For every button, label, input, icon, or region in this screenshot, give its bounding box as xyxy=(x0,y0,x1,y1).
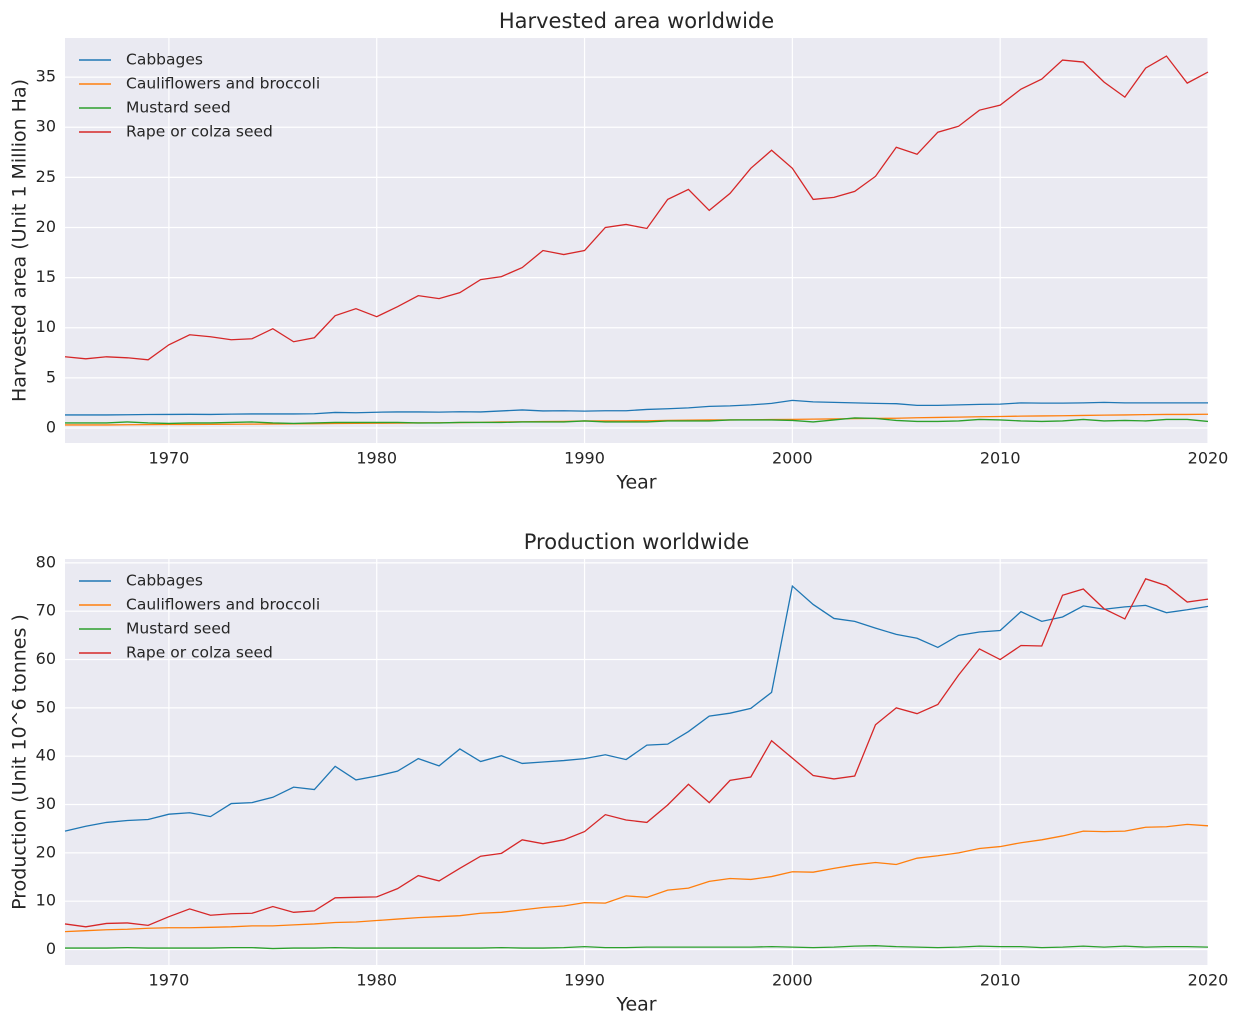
x-tick-label: 1970 xyxy=(149,971,190,990)
series-line xyxy=(65,945,1209,950)
y-tick-label: 30 xyxy=(36,117,56,136)
x-tick-label: 2000 xyxy=(772,449,813,468)
y-tick-label: 60 xyxy=(36,649,56,668)
x-tick-label: 2010 xyxy=(980,449,1021,468)
x-tick-label: 1980 xyxy=(356,449,397,468)
legend-label: Mustard seed xyxy=(126,99,231,117)
subplot: 0 10 20 30 40 50 60 70 80 1970 1980 1990 2000 2010 202… xyxy=(9,530,1229,1016)
y-tick-label: 0 xyxy=(46,417,56,436)
legend-label: Cabbages xyxy=(126,51,203,69)
x-tick-label: 2020 xyxy=(1188,449,1229,468)
chart-title: Harvested area worldwide xyxy=(499,9,774,33)
x-axis-label: Year xyxy=(615,994,656,1013)
series-line xyxy=(65,417,1209,425)
series-line xyxy=(64,55,1209,361)
series-line xyxy=(64,823,1209,933)
y-axis-label: Production (Unit 10^6 tonnes ) xyxy=(9,614,31,910)
plot-area xyxy=(65,559,1208,965)
chart-title: Production worldwide xyxy=(524,530,749,554)
y-tick-label: 20 xyxy=(36,217,56,236)
x-tick-label: 2000 xyxy=(772,971,813,990)
series-line xyxy=(64,584,1209,832)
y-tick-label: 35 xyxy=(36,67,56,86)
x-tick-label: 1980 xyxy=(356,971,397,990)
y-tick-label: 5 xyxy=(46,367,56,386)
series-line xyxy=(65,413,1209,426)
y-tick-label: 25 xyxy=(36,167,56,186)
y-tick-label: 15 xyxy=(36,267,56,286)
legend-label: Cabbages xyxy=(126,572,203,590)
y-tick-label: 70 xyxy=(36,601,56,620)
legend-label: Cauliflowers and broccoli xyxy=(126,75,320,93)
subplot: 0 5 10 15 20 25 30 35 1970 1980 1990 2000 2010 2020 Ha… xyxy=(9,9,1229,494)
y-axis-label: Harvested area (Unit 1 Million Ha) xyxy=(9,79,31,402)
y-tick-label: 50 xyxy=(36,697,56,716)
x-tick-label: 2010 xyxy=(980,971,1021,990)
y-tick-label: 40 xyxy=(36,746,56,765)
legend-label: Cauliflowers and broccoli xyxy=(126,596,320,614)
x-tick-label: 1990 xyxy=(564,449,605,468)
legend-label: Rape or colza seed xyxy=(126,644,273,662)
x-tick-label: 1970 xyxy=(149,449,190,468)
y-tick-label: 10 xyxy=(36,891,56,910)
series-line xyxy=(65,399,1208,416)
x-tick-label: 2020 xyxy=(1188,971,1229,990)
plot-area xyxy=(65,38,1208,443)
x-tick-label: 1990 xyxy=(564,971,605,990)
legend-label: Mustard seed xyxy=(126,620,231,638)
y-tick-label: 80 xyxy=(36,552,56,571)
y-tick-label: 30 xyxy=(36,794,56,813)
series-line xyxy=(64,578,1209,928)
legend-label: Rape or colza seed xyxy=(126,123,273,141)
y-tick-label: 0 xyxy=(46,939,56,958)
x-axis-label: Year xyxy=(615,472,656,494)
y-tick-label: 10 xyxy=(36,317,56,336)
y-tick-label: 20 xyxy=(36,842,56,861)
